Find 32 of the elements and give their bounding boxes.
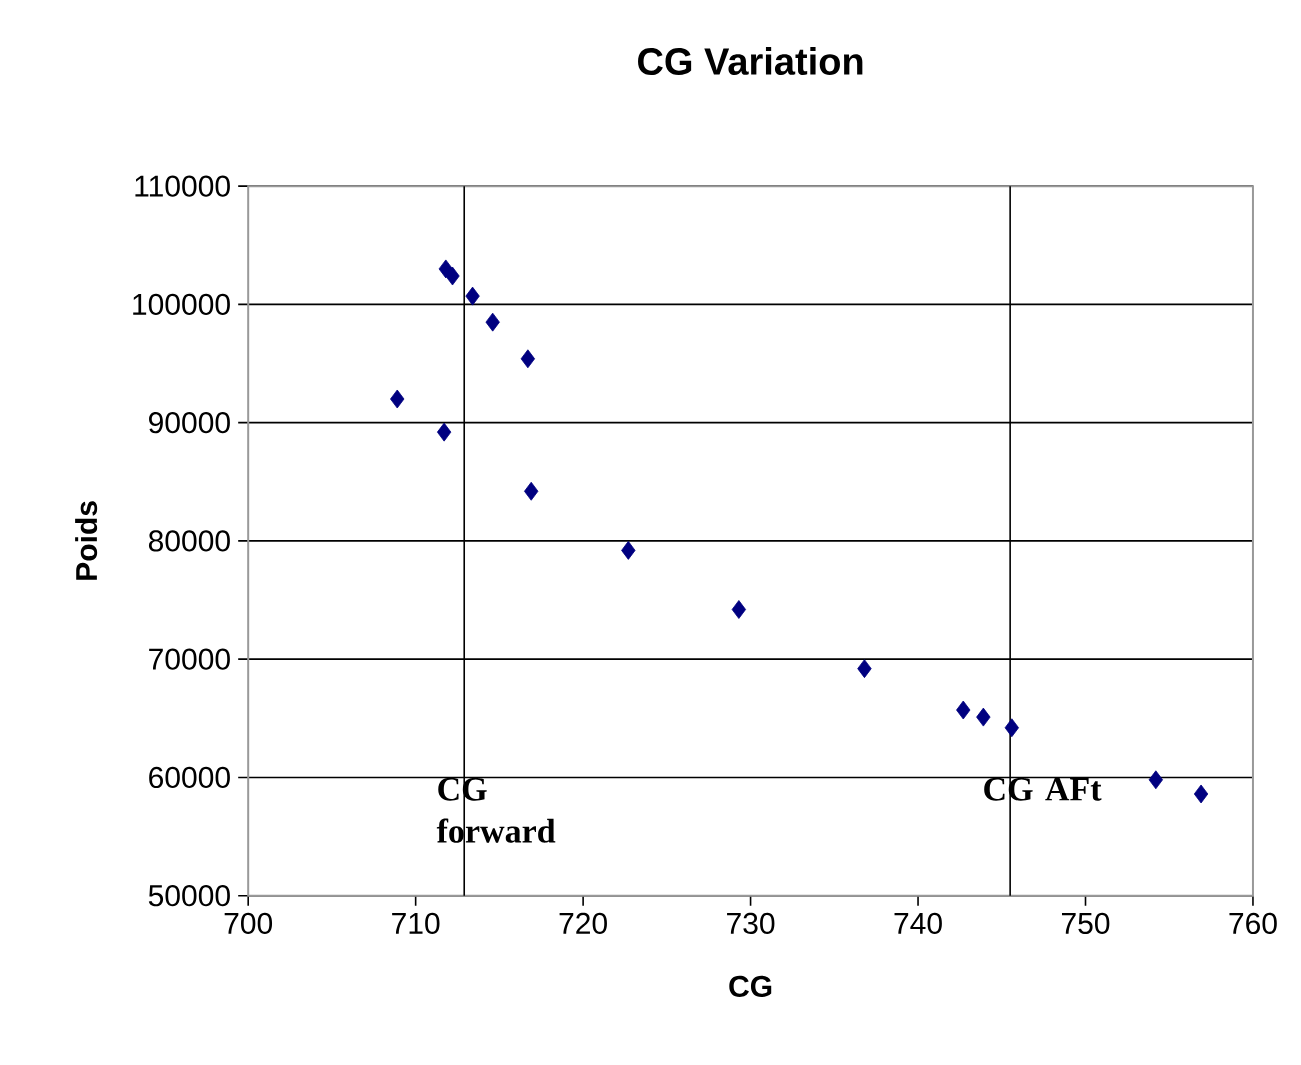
point xyxy=(956,700,971,720)
y-tick-label: 100000 xyxy=(133,293,230,316)
x-tick-label: 720 xyxy=(559,912,607,935)
y-tick-label: 50000 xyxy=(148,885,230,907)
point xyxy=(621,541,636,560)
chart-title: CG Variation xyxy=(638,47,863,76)
point xyxy=(1004,718,1019,738)
point xyxy=(976,707,991,727)
point xyxy=(485,312,500,332)
x-tick-label: 750 xyxy=(1061,912,1110,935)
point xyxy=(857,659,872,679)
x-tick-label: 700 xyxy=(224,912,273,935)
point xyxy=(445,266,460,286)
x-tick-label: 740 xyxy=(894,912,942,935)
y-tick-label: 90000 xyxy=(149,412,230,434)
y-tick-label: 110000 xyxy=(135,175,230,197)
point xyxy=(465,286,480,306)
point xyxy=(520,349,536,369)
x-tick-label: 710 xyxy=(392,912,440,935)
point xyxy=(731,600,747,619)
point xyxy=(1193,784,1209,804)
x-axis-title: CG xyxy=(729,975,772,998)
x-tick-label: 730 xyxy=(727,912,775,935)
point xyxy=(1148,770,1163,790)
y-tick-label: 60000 xyxy=(149,766,230,789)
y-axis-title: Poids xyxy=(75,501,98,580)
y-tick-label: 70000 xyxy=(149,648,230,670)
point xyxy=(524,481,539,501)
point xyxy=(390,389,405,409)
x-tick-label: 760 xyxy=(1229,912,1277,935)
point xyxy=(436,422,452,442)
y-tick-label: 80000 xyxy=(148,530,230,552)
